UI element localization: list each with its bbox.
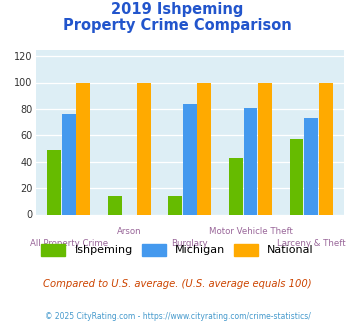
Bar [229,158,243,214]
Bar [183,104,197,214]
Bar [304,118,318,214]
Bar [62,114,76,214]
Bar [137,82,151,214]
Text: All Property Crime: All Property Crime [30,239,108,248]
Bar [168,196,182,214]
Bar [244,108,257,214]
Text: Larceny & Theft: Larceny & Theft [277,239,345,248]
Bar [290,139,304,214]
Bar [76,82,90,214]
Text: © 2025 CityRating.com - https://www.cityrating.com/crime-statistics/: © 2025 CityRating.com - https://www.city… [45,312,310,321]
Text: Property Crime Comparison: Property Crime Comparison [63,18,292,33]
Bar [108,196,122,214]
Text: 2019 Ishpeming: 2019 Ishpeming [111,2,244,16]
Text: Compared to U.S. average. (U.S. average equals 100): Compared to U.S. average. (U.S. average … [43,279,312,289]
Bar [258,82,272,214]
Bar [47,150,61,214]
Bar [319,82,333,214]
Text: Burglary: Burglary [171,239,208,248]
Text: Arson: Arson [117,227,142,236]
Text: Motor Vehicle Theft: Motor Vehicle Theft [208,227,293,236]
Legend: Ishpeming, Michigan, National: Ishpeming, Michigan, National [37,239,318,260]
Bar [197,82,212,214]
